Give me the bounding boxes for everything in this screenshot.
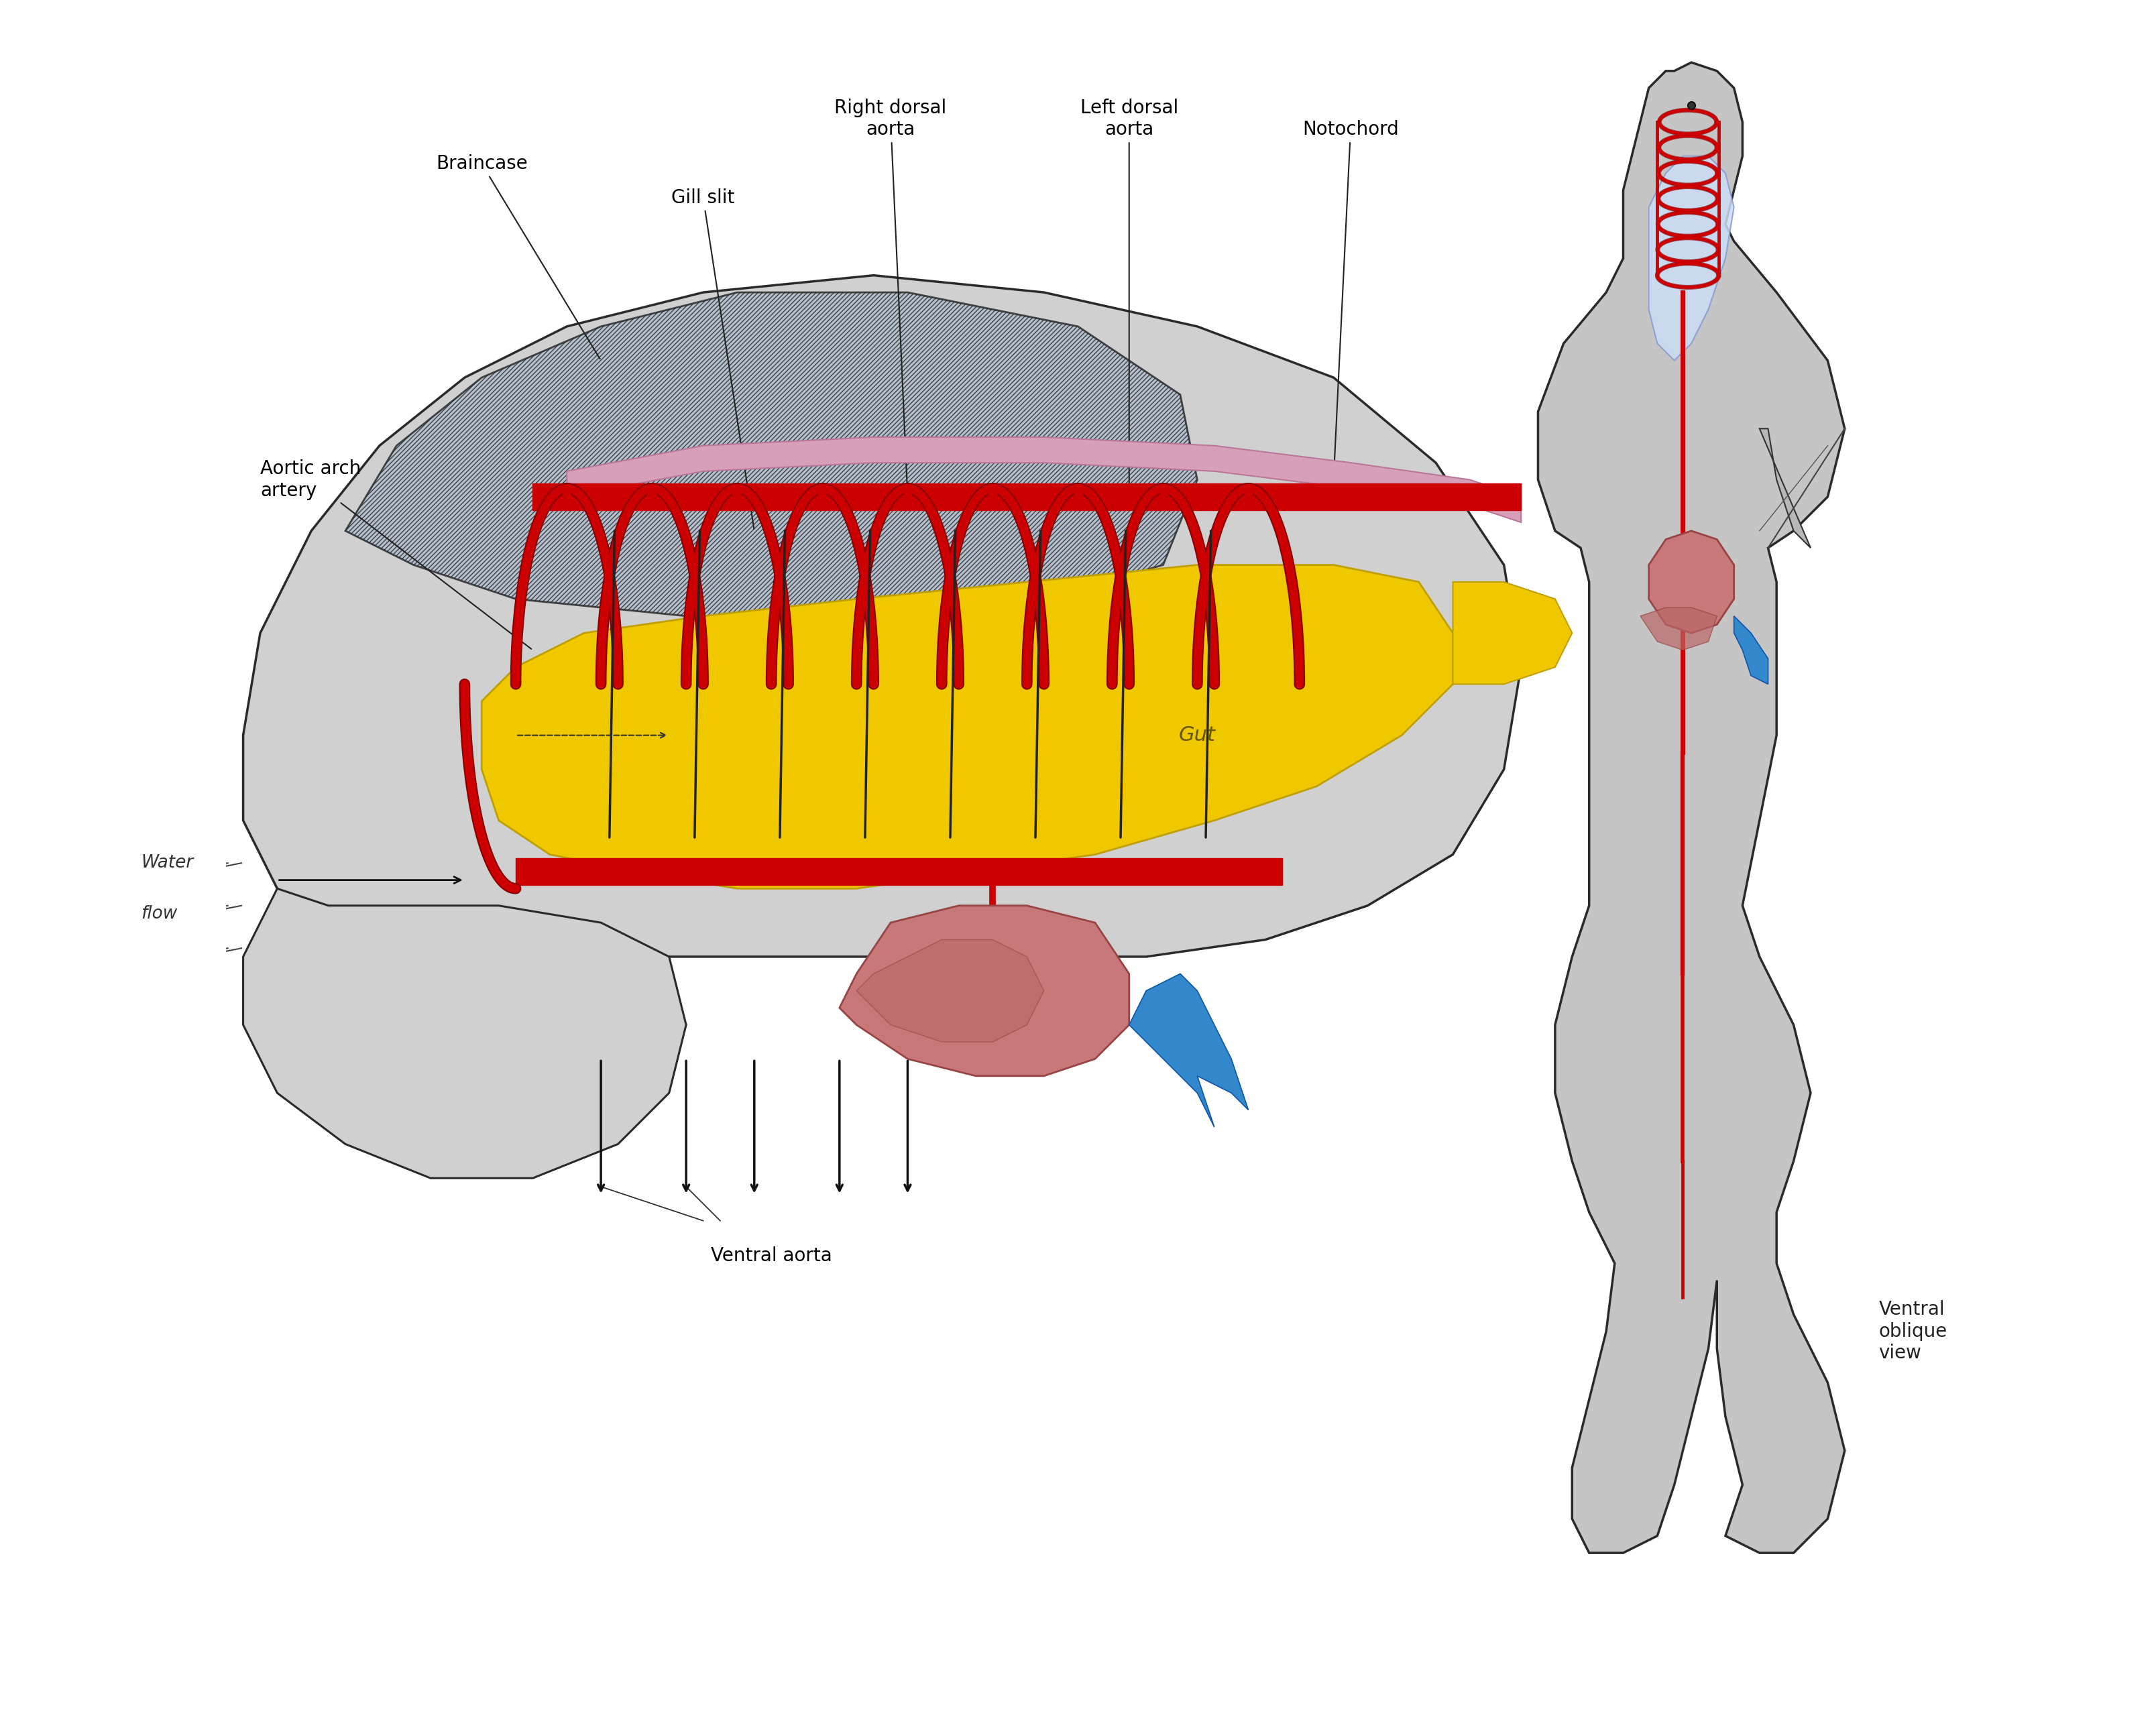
Polygon shape (567, 438, 1520, 523)
Text: Notochord: Notochord (1302, 120, 1399, 479)
Text: Left dorsal
aorta: Left dorsal aorta (1080, 99, 1177, 496)
Text: Braincase: Braincase (436, 154, 599, 359)
Text: Gut: Gut (1179, 726, 1216, 745)
Polygon shape (481, 566, 1453, 889)
Polygon shape (1649, 531, 1733, 632)
Text: Gill slit: Gill slit (671, 188, 755, 530)
Polygon shape (1537, 63, 1846, 1553)
Polygon shape (856, 940, 1044, 1042)
Polygon shape (1733, 615, 1768, 684)
Text: Ventral
oblique
view: Ventral oblique view (1878, 1301, 1947, 1362)
Polygon shape (1453, 583, 1572, 684)
Polygon shape (839, 906, 1130, 1077)
Polygon shape (244, 889, 686, 1178)
Polygon shape (1759, 429, 1811, 549)
Text: Aortic arch
artery: Aortic arch artery (261, 460, 530, 649)
Polygon shape (244, 275, 1520, 957)
Text: flow: flow (140, 906, 177, 923)
Polygon shape (1130, 974, 1248, 1126)
Polygon shape (1649, 156, 1733, 361)
Text: Water: Water (140, 854, 194, 872)
Text: Ventral aorta: Ventral aorta (711, 1246, 832, 1265)
Text: Right dorsal
aorta: Right dorsal aorta (834, 99, 946, 496)
Polygon shape (345, 292, 1197, 615)
Polygon shape (1641, 607, 1716, 649)
